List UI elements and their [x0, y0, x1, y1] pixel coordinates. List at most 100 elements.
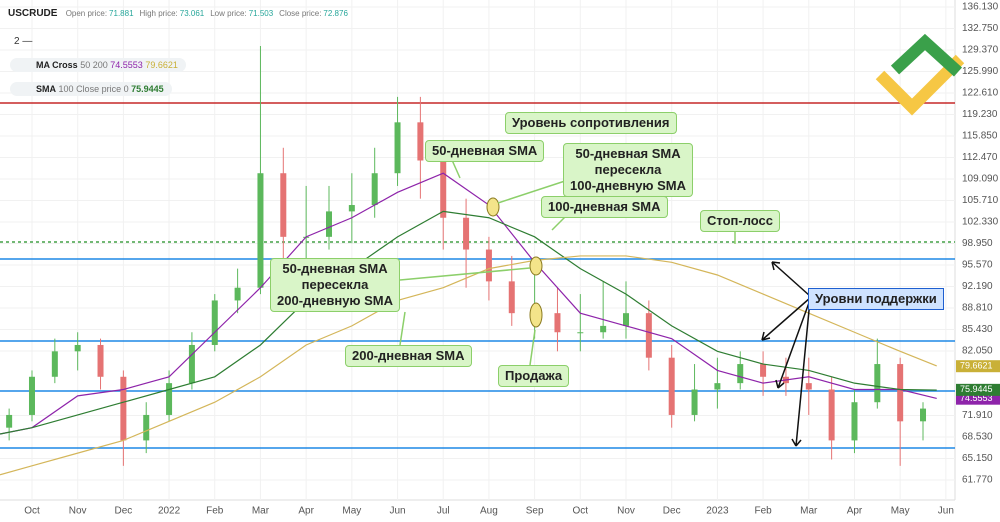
candle-body	[737, 364, 744, 384]
support-arrows	[761, 261, 811, 447]
field-label: High price:	[139, 9, 178, 18]
y-tick-label: 95.570	[962, 260, 993, 271]
logo	[875, 33, 965, 116]
candle-body	[828, 389, 835, 441]
candle-body	[166, 383, 173, 415]
field-value: 73.061	[179, 9, 205, 18]
x-tick-label: Feb	[206, 506, 224, 517]
field-label: Close price:	[279, 9, 322, 18]
x-tick-label: 2022	[158, 506, 181, 517]
x-tick-label: Jul	[437, 506, 450, 517]
candle-body	[920, 408, 927, 422]
y-tick-label: 65.150	[962, 453, 993, 464]
candle-body	[508, 281, 515, 314]
candle-body	[645, 313, 652, 358]
callout-line: 100-дневную SMA	[570, 178, 687, 193]
field-value: 72.876	[323, 9, 348, 18]
x-tick-label: Jun	[938, 506, 954, 517]
callout-line: пересекла	[594, 162, 662, 177]
field-value: 71.881	[109, 9, 134, 18]
field-value: 71.503	[248, 9, 274, 18]
callout-line: 200-дневную SMA	[277, 293, 394, 308]
y-tick-label: 115.850	[962, 131, 998, 142]
y-tick-label: 71.910	[962, 410, 993, 421]
x-tick-label: Mar	[800, 506, 818, 517]
pane-label: 2 —	[14, 36, 33, 47]
candle-body	[257, 173, 264, 288]
header: USCRUDE Open price: 71.881 High price: 73.0…	[8, 8, 348, 19]
x-tick-label: Sep	[526, 506, 544, 517]
candle-body	[280, 173, 287, 237]
callout-line: 50-дневная SMA	[282, 261, 388, 276]
pointer	[399, 311, 406, 346]
x-tick-label: Dec	[114, 506, 132, 517]
y-tick-label: 132.750	[962, 23, 999, 34]
arrow	[761, 297, 811, 341]
candle-body	[577, 332, 584, 334]
candle-body	[623, 313, 630, 326]
price-tag	[956, 360, 1000, 373]
candle-body	[600, 325, 607, 333]
candle-body	[851, 402, 858, 441]
logo-part	[890, 33, 963, 77]
callout-line: пересекла	[301, 277, 369, 292]
x-tick-label: Nov	[69, 506, 87, 517]
field-label: Low price:	[210, 9, 247, 18]
sell-marker	[529, 302, 543, 328]
arrow	[775, 299, 811, 389]
callout-pointers	[399, 159, 736, 366]
candle-body	[120, 376, 127, 441]
callout-line: 50-дневная SMA	[575, 146, 681, 161]
y-tick-label: 82.050	[962, 346, 993, 357]
y-tick-label: 125.990	[962, 66, 999, 77]
candle-body	[371, 173, 378, 206]
markers	[486, 197, 543, 328]
y-tick-label: 102.330	[962, 217, 999, 228]
y-tick-label: 61.770	[962, 475, 993, 486]
param: 0	[123, 84, 129, 94]
candle-body	[28, 376, 35, 415]
indicator-name: SMA	[36, 84, 56, 94]
callout: 50-дневная SMA пересекла 200-дневную SMA	[270, 258, 401, 312]
callout: Уровни поддержки	[808, 288, 944, 310]
candle-body	[97, 344, 104, 377]
sma-line	[0, 255, 937, 476]
value: 75.9445	[131, 84, 164, 94]
candle-body	[554, 313, 561, 333]
candle-body	[440, 160, 447, 218]
candle-body	[463, 217, 470, 250]
field-label: Open price:	[65, 9, 108, 18]
x-tick-label: 2023	[706, 506, 729, 517]
price-tag-label: 74.5553	[960, 393, 993, 403]
candle-body	[805, 383, 812, 390]
param: 100	[58, 84, 74, 94]
x-tick-label: May	[891, 506, 910, 517]
x-tick-label: Oct	[573, 506, 589, 517]
value: 74.5553	[110, 60, 143, 70]
indicator-legend: SMA 100 Close price 0 75.9445	[10, 82, 172, 96]
arrow	[791, 299, 811, 447]
value: 79.6621	[145, 60, 178, 70]
y-tick-label: 129.370	[962, 45, 999, 56]
callout: 50-дневная SMA	[425, 140, 545, 162]
pointer	[451, 159, 461, 179]
candle-body	[6, 414, 13, 428]
candle-body	[485, 249, 492, 282]
callout: Продажа	[498, 365, 570, 387]
candle-body	[143, 414, 150, 441]
candle-body	[234, 287, 241, 301]
x-tick-label: Feb	[754, 506, 772, 517]
cross-marker	[486, 197, 500, 217]
x-tick-label: Apr	[847, 506, 863, 517]
pointer	[529, 329, 536, 366]
callout: Уровень сопротивления	[505, 112, 677, 134]
y-tick-label: 122.610	[962, 88, 999, 99]
callout: 200-дневная SMA	[345, 345, 472, 367]
y-tick-label: 88.810	[962, 303, 993, 314]
candle-body	[417, 122, 424, 161]
x-tick-label: Apr	[298, 506, 314, 517]
x-tick-label: Aug	[480, 506, 498, 517]
cross-marker	[529, 256, 543, 276]
x-tick-label: Nov	[617, 506, 635, 517]
price-tag-label: 75.9445	[960, 384, 993, 394]
